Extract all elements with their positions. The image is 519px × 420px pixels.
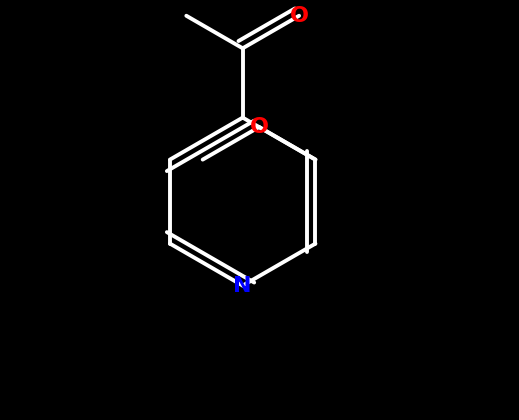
- Text: N: N: [234, 276, 252, 296]
- Text: O: O: [290, 6, 309, 26]
- Text: O: O: [250, 117, 268, 137]
